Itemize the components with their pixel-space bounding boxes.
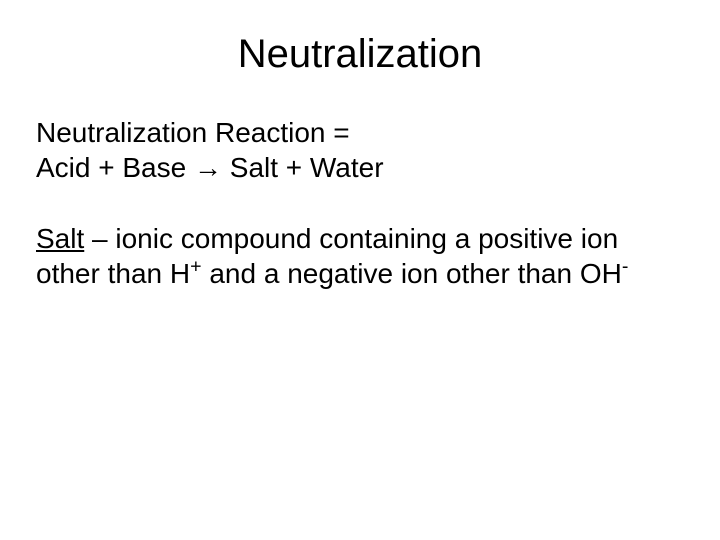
reaction-reactants: Acid + Base — [36, 152, 194, 183]
slide-title: Neutralization — [36, 32, 684, 77]
salt-def-part2: and a negative ion other than OH — [202, 258, 622, 289]
oh-minus-superscript: - — [622, 256, 629, 278]
salt-definition-paragraph: Salt – ionic compound containing a posit… — [36, 221, 684, 291]
reaction-line-2: Acid + Base → Salt + Water — [36, 150, 684, 185]
h-plus-superscript: + — [190, 256, 201, 278]
reaction-paragraph: Neutralization Reaction = Acid + Base → … — [36, 115, 684, 185]
reaction-products: Salt + Water — [222, 152, 384, 183]
arrow-icon: → — [194, 152, 222, 183]
reaction-line-1: Neutralization Reaction = — [36, 115, 684, 150]
salt-term: Salt — [36, 223, 84, 254]
slide-container: Neutralization Neutralization Reaction =… — [0, 0, 720, 540]
